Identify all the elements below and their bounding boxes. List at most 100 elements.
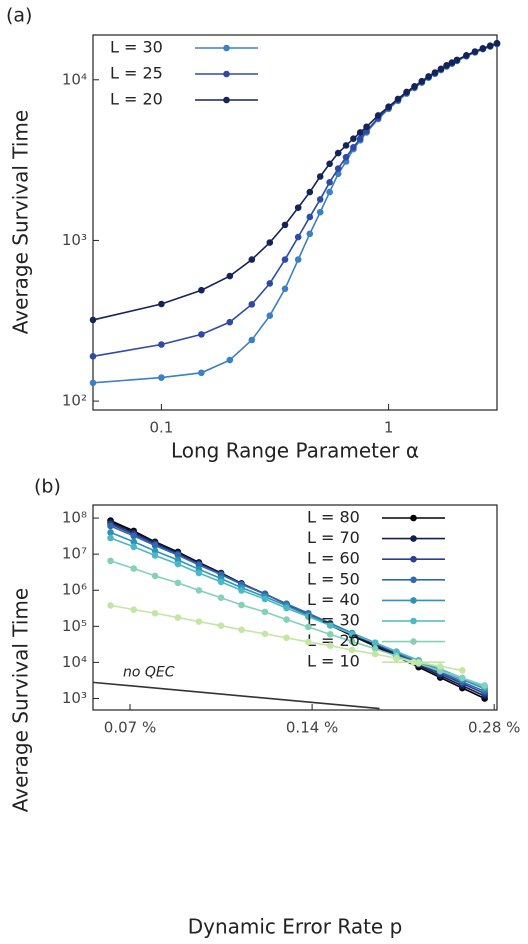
- data-point: [350, 143, 357, 151]
- data-point: [261, 630, 269, 638]
- legend-label: L = 25: [110, 64, 163, 83]
- data-point: [107, 529, 114, 536]
- data-point: [481, 682, 488, 689]
- data-point: [348, 630, 356, 638]
- x-axis-label: Long Range Parameter α: [171, 439, 419, 463]
- data-point: [356, 135, 364, 142]
- data-point: [425, 73, 432, 80]
- data-point: [363, 123, 370, 131]
- data-point: [198, 369, 205, 377]
- data-point: [326, 622, 334, 629]
- data-point: [130, 543, 138, 551]
- legend-label: L = 10: [307, 652, 360, 671]
- y-tick-label: 10⁸: [62, 509, 87, 527]
- data-point: [394, 95, 402, 103]
- data-point: [459, 674, 466, 682]
- legend-label: L = 30: [307, 611, 360, 630]
- legend-marker: [410, 535, 417, 542]
- data-point: [437, 65, 445, 73]
- data-point: [493, 39, 501, 47]
- data-point: [283, 634, 290, 642]
- data-point: [411, 83, 418, 90]
- legend-label: L = 40: [307, 590, 360, 609]
- data-point: [281, 256, 289, 263]
- data-point: [226, 356, 234, 364]
- data-point: [403, 88, 410, 96]
- data-point: [238, 626, 245, 634]
- panel-label: (b): [34, 476, 61, 498]
- series-line: [110, 560, 485, 687]
- data-point: [294, 233, 302, 241]
- data-point: [348, 646, 356, 654]
- data-point: [151, 609, 159, 617]
- data-point: [195, 618, 203, 625]
- data-point: [334, 165, 342, 172]
- legend-label: L = 70: [307, 528, 360, 547]
- data-point: [130, 538, 138, 546]
- data-point: [261, 608, 269, 616]
- data-point: [248, 336, 256, 344]
- data-point: [195, 587, 203, 594]
- data-point: [107, 602, 114, 609]
- annotation-label: no QEC: [123, 664, 175, 680]
- data-point: [393, 654, 400, 662]
- x-tick-label: 1: [384, 419, 394, 437]
- data-point: [266, 239, 274, 246]
- data-point: [334, 149, 342, 157]
- data-point: [226, 318, 234, 326]
- data-point: [479, 45, 487, 52]
- data-point: [371, 650, 379, 658]
- data-point: [348, 638, 356, 645]
- data-point: [342, 142, 350, 149]
- y-axis-label: Average Survival Time: [9, 110, 33, 334]
- data-point: [436, 667, 444, 675]
- data-point: [174, 551, 182, 559]
- data-point: [151, 542, 159, 549]
- legend-marker: [410, 658, 417, 666]
- data-point: [306, 230, 314, 238]
- y-tick-label: 10⁷: [62, 545, 87, 563]
- data-point: [316, 196, 324, 203]
- legend-label: L = 60: [307, 549, 360, 568]
- data-point: [316, 208, 324, 216]
- data-point: [326, 160, 333, 168]
- legend-marker: [223, 96, 230, 104]
- data-point: [107, 522, 114, 530]
- legend-marker: [410, 514, 417, 522]
- data-point: [238, 587, 245, 594]
- data-point: [471, 48, 479, 55]
- data-point: [459, 667, 466, 674]
- data-point: [326, 179, 333, 186]
- legend-label: L = 80: [307, 508, 360, 527]
- data-point: [151, 572, 159, 580]
- data-point: [385, 103, 392, 110]
- data-point: [195, 569, 203, 577]
- data-point: [158, 374, 165, 381]
- data-point: [305, 638, 312, 646]
- y-tick-label: 10³: [62, 689, 87, 707]
- legend-marker: [223, 44, 230, 52]
- x-tick-label: 0.1: [149, 419, 173, 437]
- data-point: [306, 188, 314, 196]
- data-point: [305, 623, 312, 631]
- data-point: [305, 613, 312, 620]
- legend-marker: [410, 555, 417, 563]
- x-tick-label: 0.07 %: [104, 719, 156, 737]
- data-point: [151, 547, 159, 555]
- data-point: [326, 188, 333, 196]
- data-point: [151, 552, 159, 559]
- data-point: [281, 285, 289, 293]
- data-point: [294, 204, 302, 211]
- data-point: [174, 614, 182, 621]
- data-point: [217, 594, 225, 602]
- data-point: [198, 286, 205, 294]
- data-point: [130, 606, 138, 613]
- y-tick-label: 10³: [62, 231, 87, 249]
- data-point: [443, 62, 450, 69]
- data-point: [266, 280, 274, 287]
- data-point: [283, 616, 290, 623]
- legend-marker: [410, 617, 417, 625]
- data-point: [436, 663, 444, 670]
- data-point: [217, 622, 225, 630]
